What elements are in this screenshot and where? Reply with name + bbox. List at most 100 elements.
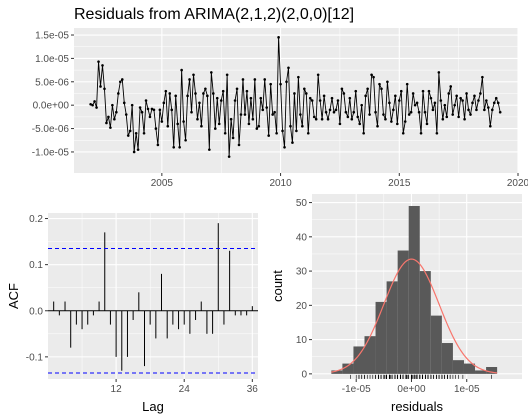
residuals-point [230,118,233,121]
residuals-point [440,99,443,102]
residuals-point [376,125,379,128]
residuals-point [232,137,235,140]
residuals-point [406,83,409,86]
residuals-point [301,125,304,128]
acf-y-axis: -0.10.00.10.2 [26,214,48,363]
residuals-y-tick-label: 0.0e+00 [33,101,70,112]
residuals-point [299,113,302,116]
residuals-x-tick-label: 2020 [507,178,528,189]
residuals-point [186,95,189,98]
residuals-point [228,155,231,158]
residuals-point [208,148,211,151]
residuals-point [291,141,294,144]
residuals-point [412,92,415,95]
residuals-point [117,92,120,95]
residuals-point [362,132,365,135]
residuals-x-tick-label: 2005 [151,178,174,189]
residuals-point [477,99,480,102]
histogram-y-label: count [270,270,285,302]
residuals-point [200,125,203,128]
residuals-point [224,132,227,135]
residuals-point [358,123,361,126]
residuals-point [143,132,146,135]
residuals-point [258,125,261,128]
residuals-point [459,97,462,100]
histogram-y-tick-label: 0 [301,369,307,380]
residuals-point [410,111,413,114]
residuals-point [495,97,498,100]
residuals-point [97,60,100,63]
residuals-point [499,111,502,114]
residuals-point [141,111,144,114]
residuals-point [315,118,318,121]
residuals-point [491,109,494,112]
residuals-point [463,118,466,121]
residuals-point [386,80,389,83]
residuals-chart: -1.0e-05 -5.0e-06 0.0e+00 5.0e-06 1.0e-05 1.5… [32,28,528,189]
residuals-point [157,144,160,147]
residuals-point [105,122,108,125]
residuals-point [153,109,156,112]
residuals-point [95,106,98,109]
residuals-point [475,109,478,112]
residuals-point [240,113,243,116]
acf-chart: -0.1 0.0 0.1 0.2 12 24 36 Lag ACF [6,213,258,414]
residuals-y-axis: -1.0e-05-5.0e-060.0e+005.0e-061.0e-051.5… [32,31,74,159]
residuals-point [418,111,421,114]
histogram-x-tick-label: -1e-05 [342,384,371,395]
residuals-point [210,71,213,74]
residuals-point [166,125,169,128]
residuals-point [354,90,357,93]
residuals-point [246,90,249,93]
residuals-point [93,100,96,103]
residuals-point [283,146,286,149]
residuals-point [172,146,175,149]
residuals-point [449,85,452,88]
residuals-point [145,99,148,102]
residuals-point [216,97,219,100]
residuals-point [297,76,300,79]
residuals-point [345,111,348,114]
residuals-point [220,99,223,102]
residuals-point [212,92,215,95]
residuals-point [133,151,136,154]
residuals-point [295,130,298,133]
residuals-point [135,132,138,135]
residuals-point [337,99,340,102]
histogram-bar [365,336,376,374]
residuals-point [250,97,253,100]
histogram-x-tick-label: 0e+00 [397,384,426,395]
residuals-x-tick-label: 2015 [388,178,411,189]
residuals-point [176,123,179,126]
residuals-point [107,116,110,119]
chart-title: Residuals from ARIMA(2,1,2)(2,0,0)[12] [74,6,354,23]
residuals-point [115,111,118,114]
residuals-point [479,92,482,95]
residuals-point [269,83,272,86]
residuals-point [442,118,445,121]
residuals-y-tick-label: -5.0e-06 [32,124,70,135]
residuals-point [178,146,181,149]
residuals-point [265,106,268,109]
residuals-point [372,76,375,79]
residuals-point [329,109,332,112]
residuals-point [426,123,429,126]
residuals-point [400,90,403,93]
residuals-point [256,127,259,130]
residuals-point [497,102,500,105]
residuals-point [331,97,334,100]
residuals-point [436,132,439,135]
residuals-point [461,99,464,102]
residuals-point [489,125,492,128]
residuals-point [198,102,201,105]
residuals-point [465,92,468,95]
residuals-point [155,127,158,130]
residuals-point [125,113,128,116]
residuals-point [129,130,132,133]
residuals-point [254,78,257,81]
residuals-point [493,102,496,105]
residuals-point [392,109,395,112]
residuals-point [194,92,197,95]
histogram-chart: 01020304050 -1e-05 0e+00 1e-05 residuals c… [270,194,522,414]
residuals-point [170,109,173,112]
